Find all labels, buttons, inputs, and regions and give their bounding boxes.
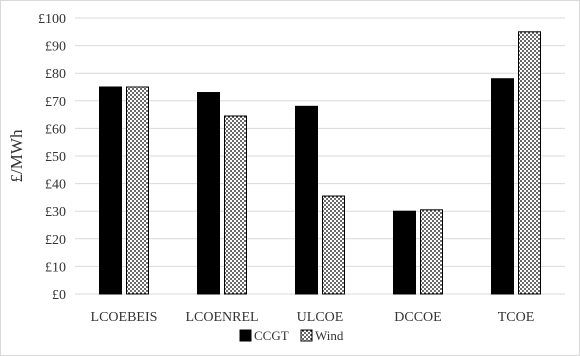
- category-label: TCOE: [498, 310, 535, 325]
- y-tick-label: £40: [45, 178, 66, 193]
- bars: [99, 31, 541, 295]
- category-label: LCOENREL: [185, 310, 258, 325]
- bar-wind-lcoenrel: [224, 115, 247, 295]
- gridlines: [75, 17, 565, 295]
- y-tick-label: £30: [45, 205, 66, 220]
- y-tick-label: £70: [45, 95, 66, 110]
- y-tick-label: £10: [45, 260, 66, 275]
- legend-swatch-ccgt: [239, 329, 252, 342]
- y-tick-label: £80: [45, 67, 66, 82]
- category-labels: LCOEBEIS LCOENREL ULCOE DCCOE TCOE: [91, 310, 535, 325]
- y-axis-title: £/MWh: [7, 129, 26, 182]
- y-tick-label: £20: [45, 233, 66, 248]
- y-tick-label: £100: [38, 12, 66, 27]
- y-tick-label: £60: [45, 122, 66, 137]
- bar-wind-dccoe: [420, 209, 443, 295]
- y-tick-label: £50: [45, 150, 66, 165]
- y-tick-labels: £0 £10 £20 £30 £40 £50 £60 £70 £80 £90 £100: [38, 12, 66, 303]
- bar-ccgt-tcoe: [491, 78, 514, 295]
- bar-wind-lcoebeis: [126, 86, 149, 295]
- category-label: LCOEBEIS: [91, 310, 158, 325]
- category-label: ULCOE: [297, 310, 344, 325]
- y-tick-label: £0: [52, 288, 66, 303]
- bar-wind-tcoe: [518, 31, 541, 295]
- legend: CCGT Wind: [239, 328, 344, 343]
- category-label: DCCOE: [394, 310, 441, 325]
- bar-ccgt-lcoebeis: [99, 86, 122, 295]
- bar-wind-ulcoe: [322, 195, 345, 295]
- bar-ccgt-ulcoe: [295, 105, 318, 295]
- legend-label: Wind: [315, 328, 344, 343]
- bar-ccgt-lcoenrel: [197, 92, 220, 295]
- legend-swatch-wind: [300, 329, 313, 342]
- y-tick-label: £90: [45, 40, 66, 55]
- legend-label: CCGT: [254, 328, 289, 343]
- bar-ccgt-dccoe: [393, 210, 416, 295]
